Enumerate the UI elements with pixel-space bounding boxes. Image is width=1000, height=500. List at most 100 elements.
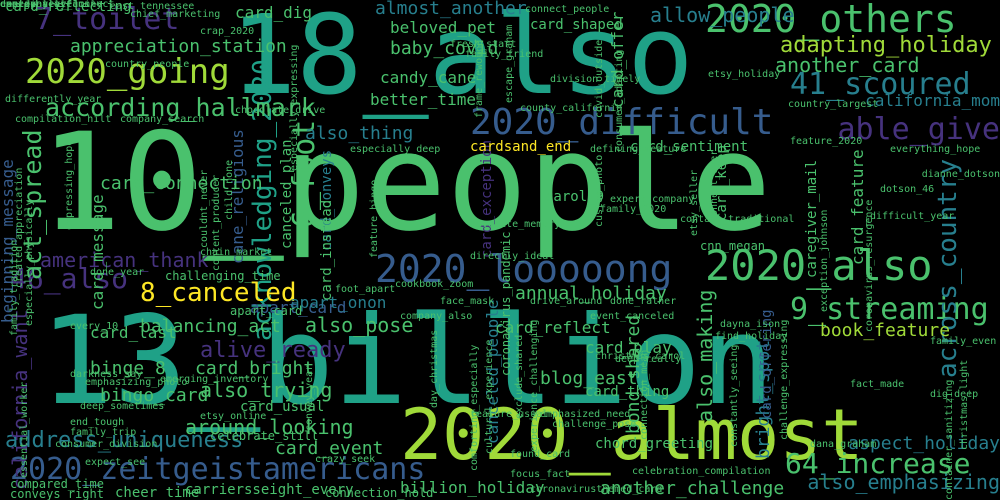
cloud-word: 8_canceled [140,278,297,308]
cloud-word: allow_people [650,3,795,27]
cloud-word: card_event [275,438,384,459]
cloud-word: beloved_pet [390,18,496,37]
cloud-word: 64_increase [785,447,971,480]
cloud-word: emphasizing_photo [85,377,188,388]
cloud-word: every_10 [70,321,119,332]
cloud-word: etsy_online [200,411,267,422]
cloud-word: cheer_time [115,485,200,500]
cloud-word: dig_deep [930,389,979,400]
cloud-word: christmas_carol [595,351,686,362]
cloud-word: challenging_time [165,269,281,283]
cloud-word: conveys_right [10,487,104,500]
cloud-word: card_reflecting [5,0,132,15]
cloud-word: family_2020 [600,204,667,215]
cloud-word: frame_rewound [474,39,485,118]
cloud-word: compilation_hilt [15,114,112,125]
cloud-word: book_feature [820,320,951,341]
cloud-word: 18_also [230,0,694,119]
cloud-word: 2020_also [705,241,933,290]
cloud-word: binge_8 [90,358,166,379]
cloud-word: cnn_megan [700,239,766,253]
cloud-word: apart_card [250,298,347,317]
cloud-word: done_rather [610,296,677,307]
cloud-word: exclude_shared [514,334,525,419]
cloud-word: aspect_holiday [848,433,1000,454]
cloud-word: bingo_card [100,385,209,406]
cloud-word: deep_really [615,354,682,365]
cloud-word: emerging_inventory [160,374,269,385]
cloud-word: family_even [930,336,997,347]
cloud-word: card_dig [235,3,313,22]
cloud-word: coronavirusthemed_card [530,484,663,495]
cloud-word: chocolate_drive [235,105,326,116]
cloud-word: emphasized_need [540,409,631,420]
cloud-word: focus_fact [510,469,571,480]
cloud-word: also_emphasizing [807,470,1000,494]
cloud-word: division_timely [550,74,641,85]
cloud-word: connect_ever [709,149,720,222]
cloud-word: feature_usual [470,409,549,420]
cloud-word: especially_expressing [289,44,300,171]
cloud-word: challenge_expressing [779,319,790,440]
cloud-word: escape_graham [504,24,515,103]
cloud-word: comforting_especially [469,344,480,471]
cloud-word: family_friend [465,49,544,60]
cloud-word: caregiver_mail [804,159,820,278]
cloud-word: connect_people [525,4,610,15]
cloud-word: challenge_pose [552,419,637,430]
cloud-word: card_usual [240,399,325,415]
cloud-word: connection_hold [325,486,434,500]
cloud-word: day_christmas [429,329,440,408]
cloud-word: billion_holiday [400,478,545,497]
cloud-word: card_reflect [495,318,611,337]
cloud-word: especially_physically [24,199,35,326]
cloud-word: cookbook_zoom [395,279,474,290]
cloud-word: better_time [370,90,476,109]
cloud-word: also_making [693,289,717,422]
cloud-word: according_hallmark [45,93,316,122]
cloud-word: balancing_act [140,316,281,337]
cloud-word: baby_covid [390,38,499,59]
cloud-word: crazy_seek [315,454,376,465]
cloud-word: american_thank [40,248,209,272]
cloud-word: fresh_start [450,39,517,50]
cloud-word: card_thing [585,384,670,400]
cloud-word: carol_9 [545,189,605,205]
cloud-word: expert_company [610,194,695,205]
cloud-word: drive_around [530,296,603,307]
cloud-word: another_card [775,53,920,77]
cloud-word: feature_bingo [369,179,380,258]
cloud-word: chord_greeting [595,436,714,452]
cloud-word: address_uniqueness [5,428,244,453]
cloud-word: dotson_46 [880,184,935,195]
cloud-word: constantly_seeing [729,344,740,447]
cloud-word: chief_marketing [130,9,221,20]
cloud-word: directly_ideal [470,251,555,262]
cloud-word: card_play [585,338,672,357]
cloud-word: expect_see [85,457,146,468]
cloud-word: card_shaped [530,17,623,33]
cloud-word: county_california [520,103,623,114]
cloud-word: celebration_compilation [632,466,771,477]
cloud-word: company_also [400,311,473,322]
cloud-word: dayna_ison [720,319,781,330]
cloud-word: defining_feature [590,144,687,155]
cloud-word: end_tough [70,417,125,428]
cloud-word: appreciation_station [70,36,287,57]
cloud-word: able_give [837,112,1000,147]
cloud-word: family_trip [70,427,137,438]
cloud-word: connection_mean [639,349,650,440]
cloud-word: convey_year [304,364,315,431]
cloud-word: content_producer [211,174,222,271]
cloud-word: adapting_holiday [780,33,992,58]
cloud-word: consumer_adapting [614,49,625,152]
cloud-word: especially_family [0,0,103,10]
cloud-word: also_trying [200,378,333,402]
cloud-word: 2020_others [705,0,957,41]
cloud-word: coronavirus_resurgence [864,199,875,332]
cloud-word: crap_2020 [200,26,255,37]
cloud-word: card_instead [319,199,335,301]
cloud-word: california_mom [865,91,1000,110]
cloud-word: done_year [90,267,145,278]
cloud-word: celebrate_still [210,429,319,443]
